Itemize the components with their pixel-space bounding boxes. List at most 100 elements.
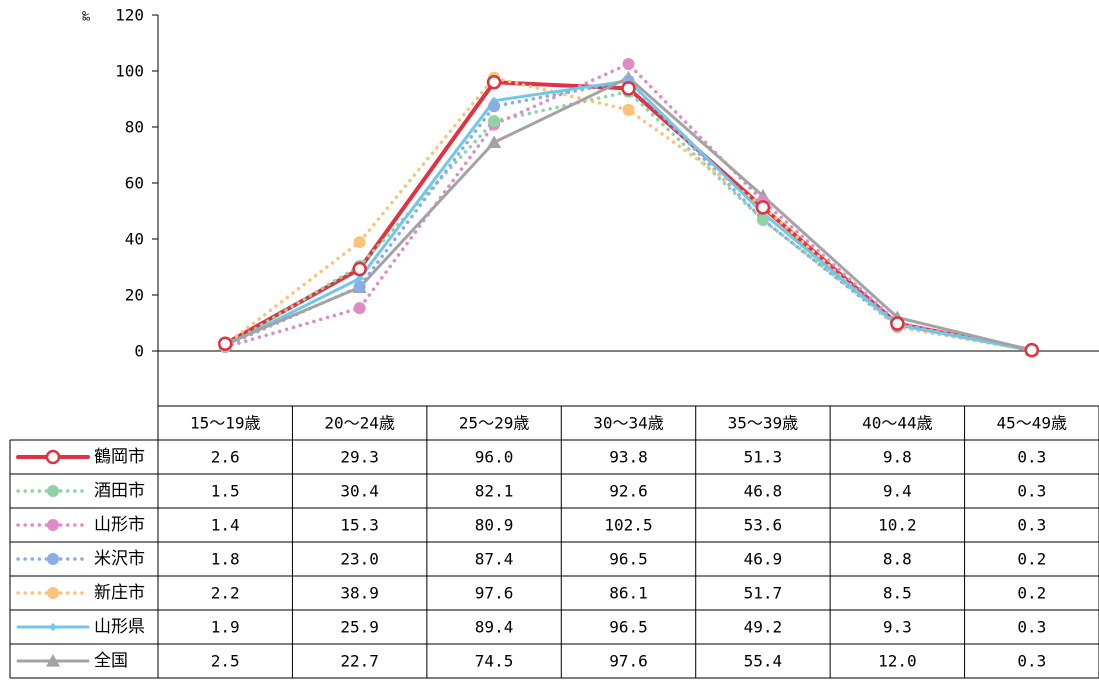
table-value: 9.8 <box>883 448 912 467</box>
table-value: 2.2 <box>211 584 240 603</box>
series-line-5 <box>223 79 1034 352</box>
table-value: 23.0 <box>340 550 379 569</box>
y-tick-label: 100 <box>115 62 144 81</box>
legend-marker-6 <box>46 654 60 667</box>
legend-label: 米沢市 <box>94 549 145 569</box>
y-tick-label: 0 <box>134 342 144 361</box>
table-value: 2.6 <box>211 448 240 467</box>
table-value: 0.2 <box>1017 550 1046 569</box>
y-tick-label: 120 <box>115 6 144 25</box>
x-category-label: 40～44歳 <box>862 414 933 433</box>
table-value: 86.1 <box>609 584 648 603</box>
table-value: 89.4 <box>475 618 514 637</box>
table-value: 2.5 <box>211 652 240 671</box>
series-line-1 <box>223 89 1034 352</box>
table-value: 0.3 <box>1017 618 1046 637</box>
y-unit-label: ‰ <box>82 10 90 25</box>
data-point-0-1 <box>352 261 367 277</box>
data-point-0-2 <box>486 74 502 90</box>
data-point-0-4 <box>755 200 771 215</box>
table-value: 0.3 <box>1017 652 1046 671</box>
table-value: 46.9 <box>744 550 783 569</box>
table-value: 102.5 <box>604 516 652 535</box>
data-point-2-3 <box>622 58 635 70</box>
table-value: 80.9 <box>475 516 514 535</box>
table-value: 93.8 <box>609 448 648 467</box>
legend-marker-1 <box>47 485 59 497</box>
legend-marker-4 <box>47 587 59 599</box>
y-tick-label: 80 <box>125 118 144 137</box>
data-point-1-4 <box>756 213 769 226</box>
x-category-label: 35～39歳 <box>728 414 799 433</box>
table-value: 96.0 <box>475 448 514 467</box>
table-value: 12.0 <box>878 652 917 671</box>
legend-label: 酒田市 <box>94 481 145 501</box>
data-point-1-2 <box>488 115 501 128</box>
data-point-5-1 <box>355 274 364 283</box>
table-value: 0.2 <box>1017 584 1046 603</box>
table-value: 0.3 <box>1017 448 1046 467</box>
data-point-0-6 <box>1024 342 1040 358</box>
table-value: 29.3 <box>340 448 379 467</box>
y-tick-label: 20 <box>125 286 144 305</box>
table-value: 8.8 <box>883 550 912 569</box>
data-point-0-0 <box>217 336 233 351</box>
table-value: 82.1 <box>475 482 514 501</box>
y-tick-label: 40 <box>125 230 144 249</box>
x-category-label: 15～19歳 <box>190 414 261 433</box>
table-value: 49.2 <box>744 618 783 637</box>
table-value: 97.6 <box>475 584 514 603</box>
table-value: 46.8 <box>744 482 783 501</box>
data-point-3-2 <box>488 100 501 113</box>
table-value: 8.5 <box>883 584 912 603</box>
data-point-0-5 <box>890 316 905 331</box>
table-value: 87.4 <box>475 550 514 569</box>
table-value: 25.9 <box>340 618 379 637</box>
table-value: 30.4 <box>340 482 379 501</box>
legend-label: 全国 <box>94 651 128 671</box>
table-value: 9.3 <box>883 618 912 637</box>
data-point-4-1 <box>353 236 366 249</box>
y-tick-label: 60 <box>125 174 144 193</box>
table-value: 74.5 <box>475 652 514 671</box>
table-value: 1.5 <box>211 482 240 501</box>
legend-label: 山形県 <box>94 617 145 637</box>
table-value: 15.3 <box>340 516 379 535</box>
table-value: 97.6 <box>609 652 648 671</box>
data-point-6-2 <box>487 135 502 148</box>
table-value: 0.3 <box>1017 516 1046 535</box>
series-line-4 <box>223 75 1034 353</box>
table-value: 1.9 <box>211 618 240 637</box>
series-line-0 <box>223 80 1034 353</box>
table-value: 38.9 <box>340 584 379 603</box>
x-category-label: 20～24歳 <box>324 414 395 433</box>
legend-marker-5 <box>49 623 57 631</box>
table-value: 51.3 <box>744 448 783 467</box>
table-value: 92.6 <box>609 482 648 501</box>
data-point-2-1 <box>353 302 366 315</box>
legend-label: 鶴岡市 <box>94 447 145 467</box>
table-value: 96.5 <box>609 550 648 569</box>
legend-marker-3 <box>47 553 59 565</box>
table-value: 0.3 <box>1017 482 1046 501</box>
table-value: 1.8 <box>211 550 240 569</box>
legend-label: 新庄市 <box>94 583 145 603</box>
table-value: 10.2 <box>878 516 917 535</box>
table-value: 53.6 <box>744 516 783 535</box>
table-value: 22.7 <box>340 652 379 671</box>
data-point-4-3 <box>622 103 635 116</box>
table-value: 55.4 <box>744 652 783 671</box>
x-category-label: 30～34歳 <box>593 414 664 433</box>
data-point-3-1 <box>353 280 366 293</box>
table-value: 9.4 <box>883 482 912 501</box>
data-point-0-3 <box>621 81 636 96</box>
legend-marker-2 <box>47 519 59 531</box>
legend-marker-0 <box>45 449 61 465</box>
x-category-label: 25～29歳 <box>459 414 530 433</box>
series-line-3 <box>223 79 1034 353</box>
series-line-6 <box>223 76 1034 352</box>
table-value: 1.4 <box>211 516 240 535</box>
legend-label: 山形市 <box>94 515 145 535</box>
x-category-label: 45～49歳 <box>997 414 1068 433</box>
